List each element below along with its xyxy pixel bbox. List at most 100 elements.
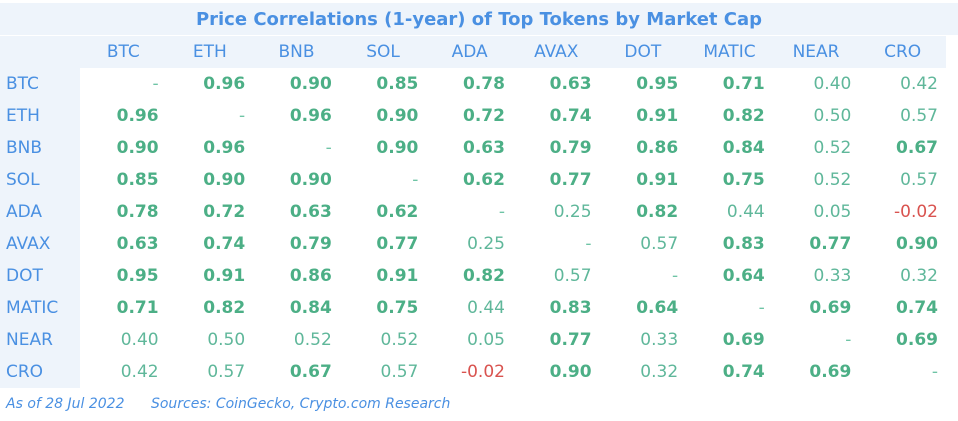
correlation-cell: - [498,202,505,222]
correlation-cell: 0.57 [553,266,592,286]
correlation-cell: 0.67 [289,362,332,382]
correlation-cell: 0.32 [640,362,679,382]
correlation-cell: 0.86 [289,266,332,286]
correlation-cell: 0.57 [380,362,419,382]
correlation-cell: - [412,170,419,190]
correlation-cell: 0.90 [896,234,938,254]
correlation-cell: 0.82 [203,298,246,318]
correlation-cell: 0.90 [376,138,419,158]
row-header-near: NEAR [0,324,80,356]
row-header-bnb: BNB [0,132,80,164]
row-header-ada: ADA [0,196,80,228]
correlation-cell: 0.91 [636,170,679,190]
corner-cell [0,36,80,68]
correlation-cell: 0.82 [463,266,505,286]
correlation-cell: 0.05 [467,330,505,350]
correlation-cell: 0.96 [203,138,246,158]
correlation-cell: 0.75 [376,298,419,318]
row-header-matic: MATIC [0,292,80,324]
correlation-cell: 0.64 [636,298,679,318]
correlation-cell: 0.52 [813,138,852,158]
correlation-cell: 0.96 [203,74,246,94]
correlation-cell: -0.02 [460,362,505,382]
correlation-cell: 0.44 [467,298,505,318]
table-row: AVAX 0.63 0.74 0.79 0.77 0.25 - 0.57 0.83 0.77 0.9… [0,228,946,260]
correlation-cell: 0.63 [289,202,332,222]
correlation-cell: -0.02 [894,202,938,222]
correlation-cell: 0.83 [549,298,592,318]
chart-title: Price Correlations (1-year) of Top Token… [0,3,958,35]
correlation-cell: 0.90 [203,170,246,190]
column-header-btc: BTC [80,36,167,68]
column-header-dot: DOT [599,36,687,68]
column-header-near: NEAR [772,36,860,68]
correlation-cell: - [325,138,332,158]
correlation-cell: - [845,330,852,350]
correlation-cell: 0.69 [896,330,938,350]
row-header-btc: BTC [0,68,80,100]
correlation-cell: 0.77 [809,234,852,254]
column-header-matic: MATIC [686,36,773,68]
correlation-cell: 0.82 [722,106,765,126]
correlation-cell: 0.90 [289,170,332,190]
correlation-cell: 0.69 [722,330,765,350]
footer-sources: Sources: CoinGecko, Crypto.com Research [150,396,451,412]
correlation-cell: 0.77 [376,234,419,254]
table-row: BTC - 0.96 0.90 0.85 0.78 0.63 0.95 0.71 0.40 0.42 [0,68,946,100]
correlation-cell: 0.83 [722,234,765,254]
correlation-cell: 0.44 [726,202,765,222]
correlation-cell: 0.90 [289,74,332,94]
correlation-cell: 0.85 [116,170,159,190]
correlation-cell: 0.91 [636,106,679,126]
correlation-cell: 0.63 [116,234,159,254]
row-header-dot: DOT [0,260,80,292]
correlation-cell: 0.95 [636,74,679,94]
correlation-cell: 0.42 [120,362,159,382]
correlation-cell: 0.96 [289,106,332,126]
correlation-cell: 0.77 [549,330,592,350]
correlation-cell: 0.90 [116,138,159,158]
correlation-cell: 0.78 [116,202,159,222]
correlation-cell: 0.95 [116,266,159,286]
correlation-cell: 0.84 [289,298,332,318]
correlation-cell: 0.40 [120,330,159,350]
correlation-cell: 0.90 [549,362,592,382]
correlation-cell: 0.75 [722,170,765,190]
correlation-cell: 0.79 [549,138,592,158]
table-row: BNB 0.90 0.96 - 0.90 0.63 0.79 0.86 0.84 0.52 0.67 [0,132,946,164]
correlation-cell: - [672,266,679,286]
correlation-cell: 0.74 [203,234,246,254]
correlation-cell: 0.77 [549,170,592,190]
correlation-cell: 0.72 [203,202,246,222]
correlation-cell: 0.82 [636,202,679,222]
table-row: MATIC 0.71 0.82 0.84 0.75 0.44 0.83 0.64 - 0.69 0.… [0,292,946,324]
correlation-cell: - [239,106,246,126]
table-row: DOT 0.95 0.91 0.86 0.91 0.82 0.57 - 0.64 0.33 0.32 [0,260,946,292]
correlation-cell: 0.33 [640,330,679,350]
correlation-cell: 0.84 [722,138,765,158]
correlation-cell: 0.62 [463,170,505,190]
correlation-cell: 0.57 [900,170,938,190]
correlation-table: BTC ETH BNB SOL ADA AVAX DOT MATIC NEAR CRO BTC -0… [0,36,946,388]
correlation-cell: 0.63 [463,138,505,158]
correlation-cell: 0.50 [207,330,246,350]
correlation-cell: 0.33 [813,266,852,286]
correlation-cell: 0.79 [289,234,332,254]
column-header-ada: ADA [426,36,513,68]
correlation-cell: 0.50 [813,106,852,126]
correlation-cell: 0.71 [116,298,159,318]
column-header-bnb: BNB [253,36,340,68]
table-row: SOL 0.85 0.90 0.90 - 0.62 0.77 0.91 0.75 0.52 0.57 [0,164,946,196]
correlation-cell: 0.96 [116,106,159,126]
column-header-cro: CRO [859,36,946,68]
correlation-cell: 0.42 [900,74,938,94]
correlation-cell: 0.52 [380,330,419,350]
correlation-cell: 0.85 [376,74,419,94]
correlation-cell: 0.62 [376,202,419,222]
correlation-cell: 0.25 [467,234,505,254]
correlation-cell: 0.72 [463,106,505,126]
correlation-cell: 0.91 [203,266,246,286]
footer-date: As of 28 Jul 2022 [6,396,125,412]
correlation-cell: 0.69 [809,362,852,382]
correlation-cell: - [585,234,592,254]
